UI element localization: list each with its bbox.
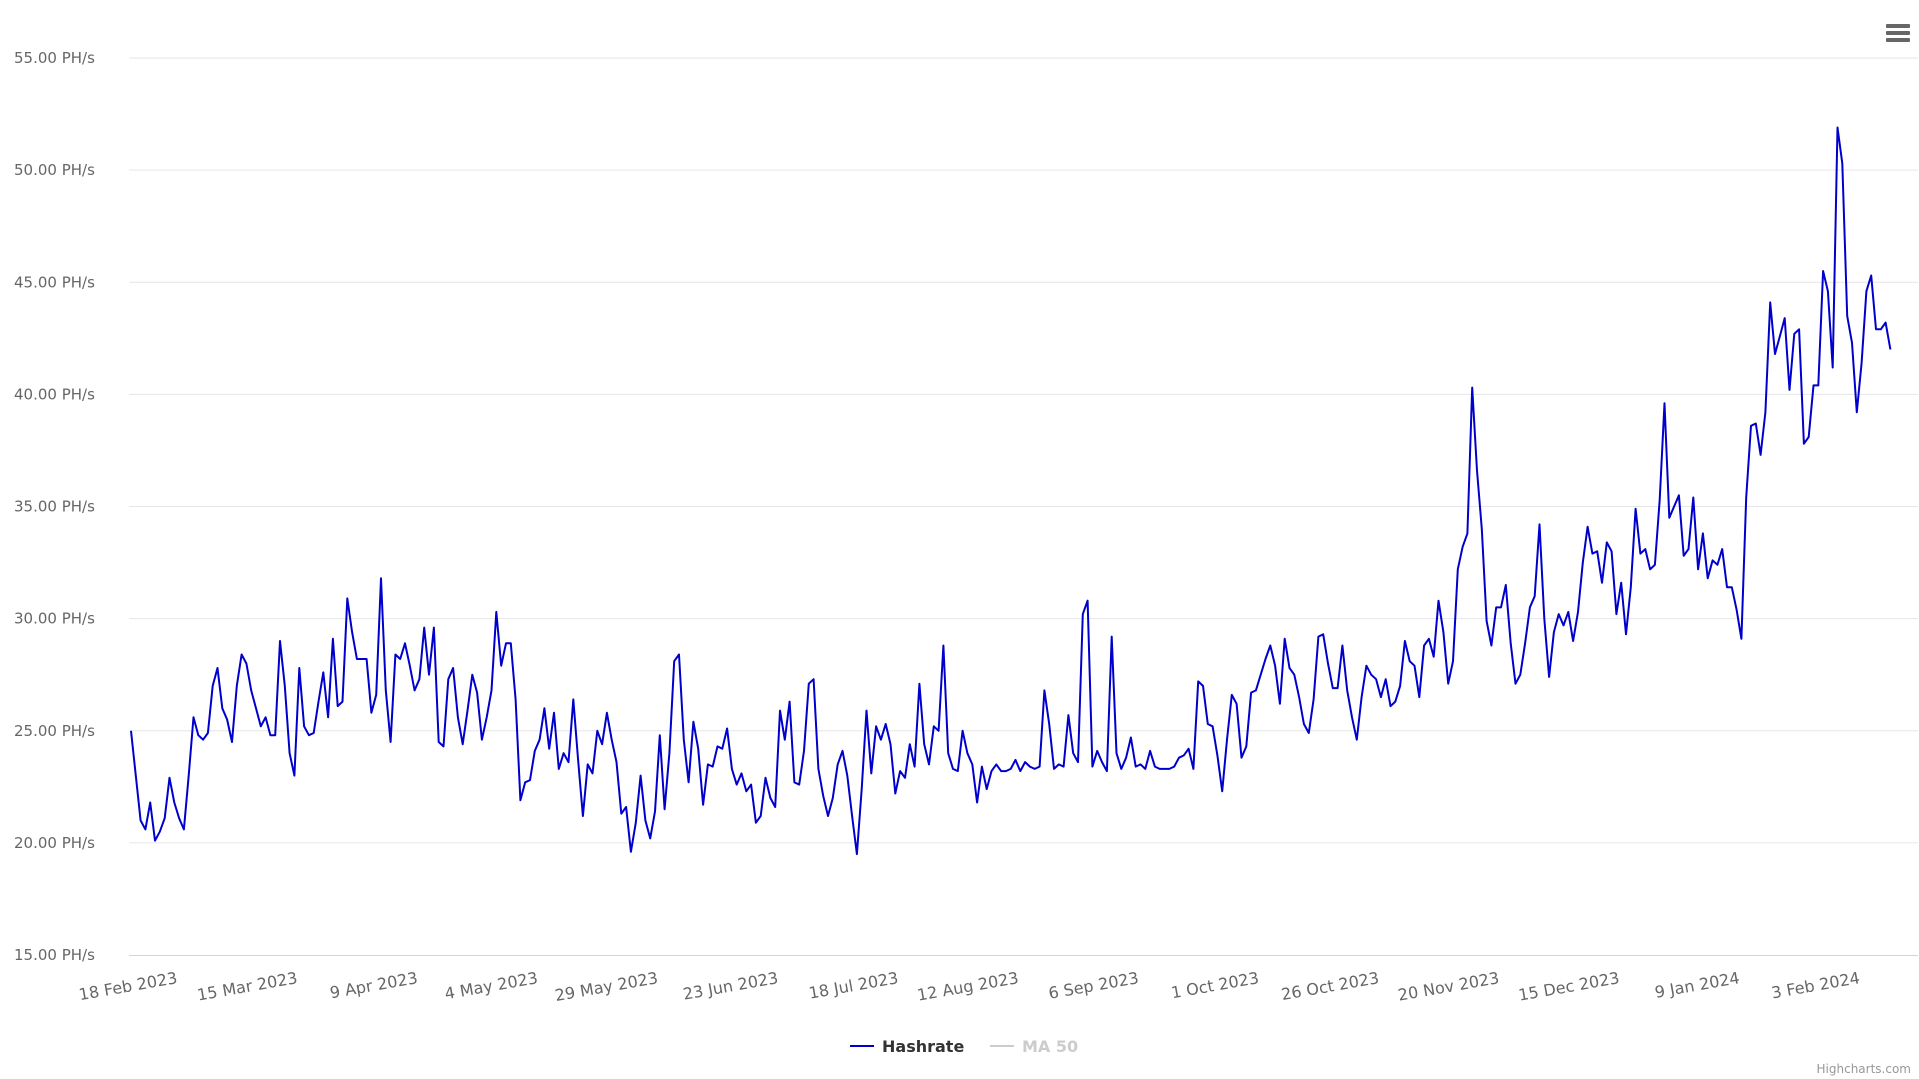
hamburger-menu-icon[interactable] bbox=[1886, 22, 1910, 44]
legend-item-ma50[interactable]: MA 50 bbox=[990, 1037, 1078, 1056]
y-tick-label: 40.00 PH/s bbox=[14, 385, 95, 403]
menu-bar-top bbox=[1886, 24, 1910, 28]
series-line-hashrate[interactable] bbox=[130, 126, 1892, 856]
y-tick-label: 35.00 PH/s bbox=[14, 498, 95, 516]
legend-label-ma50[interactable]: MA 50 bbox=[1022, 1037, 1078, 1056]
menu-bar-bottom bbox=[1886, 38, 1910, 42]
credits-link[interactable]: Highcharts.com bbox=[1817, 1062, 1911, 1076]
legend-label-hashrate[interactable]: Hashrate bbox=[882, 1037, 964, 1056]
y-tick-label: 50.00 PH/s bbox=[14, 161, 95, 179]
menu-bar-middle bbox=[1886, 31, 1910, 35]
legend-item-hashrate[interactable]: Hashrate bbox=[850, 1037, 964, 1056]
y-tick-label: 25.00 PH/s bbox=[14, 722, 95, 740]
y-tick-label: 20.00 PH/s bbox=[14, 834, 95, 852]
legend: Hashrate MA 50 bbox=[850, 1037, 1078, 1056]
series-layer bbox=[130, 126, 1892, 856]
y-tick-label: 45.00 PH/s bbox=[14, 273, 95, 291]
y-axis-labels: 15.00 PH/s 20.00 PH/s 25.00 PH/s 30.00 PH/s… bbox=[14, 49, 95, 964]
y-tick-label: 55.00 PH/s bbox=[14, 49, 95, 67]
y-tick-label: 15.00 PH/s bbox=[14, 946, 95, 964]
y-tick-label: 30.00 PH/s bbox=[14, 610, 95, 628]
gridlines bbox=[129, 57, 1918, 844]
